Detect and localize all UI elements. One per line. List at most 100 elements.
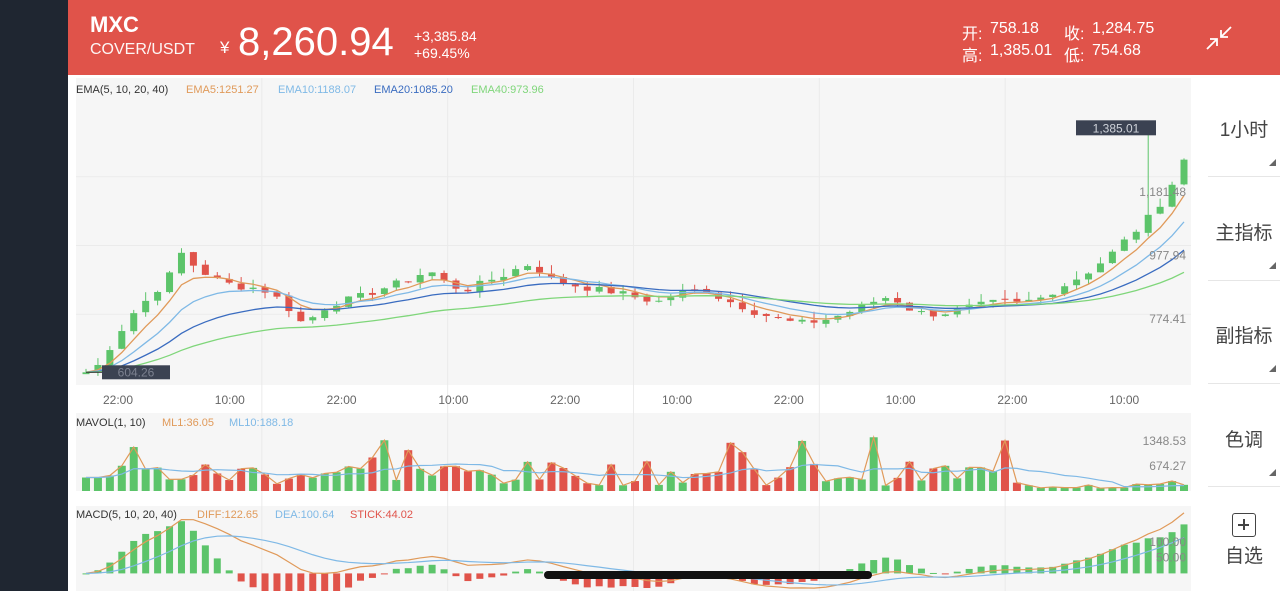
- add-watchlist-icon[interactable]: [1232, 513, 1256, 537]
- stick-legend: STICK:44.02: [350, 509, 413, 521]
- macd-stick: [416, 565, 424, 574]
- macd-stick: [1180, 524, 1188, 574]
- volume-bar: [404, 450, 413, 491]
- candle-body: [464, 289, 472, 292]
- volume-bar: [93, 477, 102, 491]
- open-label: 开:: [962, 26, 983, 43]
- candle-body: [750, 310, 758, 315]
- volume-bar: [463, 471, 472, 491]
- macd-stick: [1144, 538, 1152, 574]
- candle-body: [1180, 159, 1188, 185]
- candle-body: [774, 317, 782, 319]
- candle-body: [1037, 297, 1045, 300]
- candle-body: [595, 286, 603, 292]
- volume-bar: [869, 437, 878, 491]
- macd-stick: [953, 571, 961, 574]
- macd-stick: [619, 573, 627, 587]
- ema40-line: [85, 271, 1185, 373]
- candle-body: [786, 318, 794, 321]
- candle-body: [1061, 286, 1069, 295]
- volume-axis-label: 1348.53: [1143, 434, 1187, 448]
- macd-stick: [404, 568, 412, 574]
- macd-stick: [882, 557, 890, 574]
- volume-bar: [1072, 487, 1081, 491]
- volume-bar: [989, 471, 998, 491]
- candle-body: [1085, 273, 1093, 280]
- candle-body: [452, 280, 460, 289]
- candle-body: [392, 280, 400, 288]
- macd-stick: [118, 551, 126, 574]
- macd-stick: [380, 573, 388, 575]
- macd-stick: [392, 568, 400, 574]
- candle-body: [488, 279, 496, 282]
- candle-body: [189, 252, 197, 266]
- macd-stick: [476, 573, 484, 579]
- watchlist-button[interactable]: 自选: [1208, 541, 1280, 568]
- macd-stick: [1073, 560, 1081, 574]
- volume-bar: [284, 478, 293, 491]
- volume-bar: [82, 477, 90, 491]
- volume-bar: [380, 440, 389, 491]
- candle-body: [177, 252, 185, 274]
- color-theme-selector[interactable]: 色调: [1208, 425, 1280, 476]
- volume-bar: [786, 467, 795, 491]
- macd-stick: [607, 573, 615, 588]
- volume-bar: [726, 442, 735, 491]
- macd-stick: [1156, 537, 1164, 574]
- macd-stick: [368, 573, 376, 578]
- kline-chart[interactable]: EMA(5, 10, 20, 40) EMA5:1251.27 EMA10:11…: [76, 78, 1196, 591]
- volume-bar: [559, 468, 568, 491]
- candle-body: [870, 301, 878, 305]
- volume-bar: [881, 485, 890, 491]
- collapse-icon[interactable]: [1204, 24, 1234, 52]
- last-price: 8,260.94: [238, 20, 394, 64]
- main-indicator-selector[interactable]: 主指标: [1208, 218, 1280, 269]
- volume-bar: [905, 461, 914, 491]
- macd-stick: [1049, 566, 1057, 574]
- volume-bar: [332, 472, 341, 491]
- price-change: +3,385.84: [414, 28, 477, 44]
- volume-bar: [821, 481, 830, 491]
- macd-stick: [297, 573, 305, 591]
- candle-body: [798, 319, 806, 322]
- volume-bar: [810, 463, 819, 491]
- volume-bar: [1036, 487, 1045, 491]
- time-axis-label: 10:00: [886, 393, 916, 407]
- candle-body: [894, 297, 902, 303]
- volume-bar: [929, 468, 938, 491]
- candle-body: [1013, 298, 1021, 302]
- min-price-label: 604.26: [118, 365, 155, 379]
- volume-bar: [153, 467, 162, 491]
- macd-stick: [440, 569, 448, 574]
- candle-body: [94, 364, 102, 373]
- max-price-tag: [1076, 120, 1156, 136]
- macd-stick: [965, 568, 973, 574]
- time-axis-label: 22:00: [997, 393, 1027, 407]
- sub-indicator-selector[interactable]: 副指标: [1208, 321, 1280, 372]
- candle-body: [82, 372, 90, 375]
- volume-bar: [344, 466, 353, 491]
- candle-body: [989, 299, 997, 302]
- macd-stick: [1168, 532, 1176, 574]
- candle-body: [416, 274, 424, 283]
- right-toolbar: 1小时 主指标 副指标 色调 自选: [1208, 75, 1280, 591]
- macd-stick: [512, 571, 520, 574]
- volume-bar: [1180, 484, 1188, 491]
- volume-bar: [833, 478, 842, 491]
- macd-stick: [452, 573, 460, 577]
- macd-stick: [273, 573, 281, 591]
- kline-app: MXC COVER/USDT ¥ 8,260.94 +3,385.84 +69.…: [68, 0, 1280, 591]
- macd-stick: [870, 560, 878, 574]
- max-price-label: 1,385.01: [1093, 121, 1140, 135]
- candle-body: [297, 311, 305, 322]
- volume-indicator-label: MAVOL(1, 10): [76, 417, 146, 429]
- macd-stick: [1132, 542, 1140, 574]
- volume-bar: [535, 479, 544, 491]
- volume-bar: [272, 483, 281, 491]
- main-indicator-label: EMA(5, 10, 20, 40): [76, 84, 168, 96]
- volume-bar: [428, 475, 437, 491]
- volume-bar: [308, 477, 317, 491]
- candle-body: [1025, 299, 1033, 302]
- interval-selector[interactable]: 1小时: [1208, 115, 1280, 166]
- macd-stick: [631, 573, 639, 587]
